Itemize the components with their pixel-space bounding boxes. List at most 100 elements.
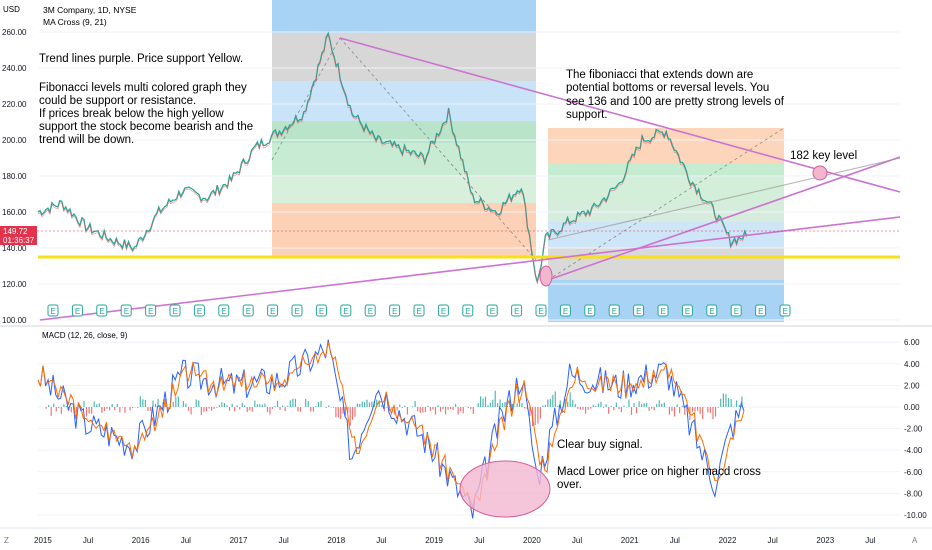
earnings-marker-box[interactable] [96,304,108,317]
macd-histogram-bar [676,404,678,407]
earnings-marker[interactable]: E [633,304,645,317]
earnings-marker-box[interactable] [559,304,571,317]
earnings-marker-box[interactable] [437,304,449,317]
macd-histogram-bar [467,407,469,409]
earnings-marker-box[interactable] [340,304,352,317]
macd-histogram-bar [203,407,205,412]
earnings-marker[interactable]: E [584,304,596,317]
earnings-marker-box[interactable] [657,304,669,317]
earnings-marker-box[interactable] [267,304,279,317]
earnings-marker-box[interactable] [779,304,791,317]
macd-histogram-bar [401,407,403,408]
macd-histogram-bar [356,403,359,407]
earnings-marker-box[interactable] [608,304,620,317]
earnings-marker-box[interactable] [413,304,425,317]
earnings-marker[interactable]: E [47,304,59,317]
macd-histogram-bar [501,403,504,407]
macd-histogram-bar [193,407,195,408]
macd-histogram-bar [106,407,108,409]
macd-histogram-bar [399,404,401,407]
earnings-marker[interactable]: E [193,304,205,317]
earnings-marker[interactable]: E [291,304,303,317]
earnings-marker-box[interactable] [462,304,474,317]
macd-label[interactable]: MACD (12, 26, close, 9) [42,331,128,340]
macd-tick-label: -6.00 [904,468,923,477]
earnings-marker[interactable]: E [559,304,571,317]
earnings-marker-box[interactable] [242,304,254,317]
macd-histogram-bar [187,407,190,411]
earnings-marker-box[interactable] [120,304,132,317]
fib-diagonal-left-2 [339,37,537,261]
earnings-marker[interactable]: E [511,304,523,317]
macd-histogram-bar [137,407,139,408]
earnings-marker-label: E [490,307,495,316]
earnings-marker[interactable]: E [96,304,108,317]
macd-histogram-bar [177,396,179,407]
earnings-marker-box[interactable] [584,304,596,317]
earnings-marker-label: E [587,307,592,316]
time-axis[interactable]: 2015 Jul 2016 Jul 2017 Jul 2018 Jul 2019 Jul 2020 J… [34,536,876,545]
earnings-marker[interactable]: E [730,304,742,317]
fib-down-note-line: support. [566,109,608,121]
earnings-marker-box[interactable] [681,304,693,317]
auto-scale-button[interactable]: A [912,536,918,545]
earnings-marker[interactable]: E [681,304,693,317]
time-tick-label: 2018 [327,536,345,545]
trend-line-upper [339,37,901,193]
earnings-marker[interactable]: E [462,304,474,317]
earnings-marker[interactable]: E [315,304,327,317]
earnings-marker-box[interactable] [755,304,767,317]
earnings-marker[interactable]: E [267,304,279,317]
earnings-marker[interactable]: E [608,304,620,317]
earnings-marker-box[interactable] [145,304,157,317]
earnings-marker[interactable]: E [779,304,791,317]
earnings-marker-box[interactable] [486,304,498,317]
key-level-marker [812,165,828,181]
earnings-marker-box[interactable] [47,304,59,317]
earnings-marker[interactable]: E [413,304,425,317]
earnings-marker[interactable]: E [486,304,498,317]
macd-histogram-bar [256,404,258,407]
earnings-marker[interactable]: E [437,304,449,317]
earnings-marker[interactable]: E [535,304,547,317]
earnings-marker[interactable]: E [340,304,352,317]
macd-histogram-bar [590,407,592,409]
trend-line-lower [39,216,901,321]
earnings-marker-box[interactable] [706,304,718,317]
earnings-marker[interactable]: E [169,304,181,317]
macd-histogram-bar [289,400,291,407]
earnings-marker[interactable]: E [755,304,767,317]
earnings-marker[interactable]: E [389,304,401,317]
earnings-marker[interactable]: E [364,304,376,317]
earnings-marker[interactable]: E [120,304,132,317]
earnings-marker-box[interactable] [633,304,645,317]
earnings-marker-label: E [783,307,788,316]
earnings-marker[interactable]: E [145,304,157,317]
earnings-marker-box[interactable] [291,304,303,317]
earnings-marker[interactable]: E [71,304,83,317]
earnings-marker[interactable]: E [657,304,669,317]
earnings-marker-box[interactable] [535,304,547,317]
earnings-marker-box[interactable] [364,304,376,317]
earnings-marker-box[interactable] [389,304,401,317]
earnings-marker-box[interactable] [169,304,181,317]
earnings-marker[interactable]: E [218,304,230,317]
earnings-marker-box[interactable] [511,304,523,317]
macd-histogram-bar [613,407,615,411]
chart-title[interactable]: 3M Company, 1D, NYSE [43,5,137,15]
ma-cross-label[interactable]: MA Cross (9, 21) [43,17,107,27]
earnings-marker-box[interactable] [730,304,742,317]
fib-note-line: Fibonacci levels multi colored graph the… [39,82,247,94]
earnings-marker-box[interactable] [315,304,327,317]
macd-histogram-bar [484,396,487,407]
earnings-marker[interactable]: E [242,304,254,317]
macd-histogram-bar [386,407,388,408]
macd-histogram-bar [691,407,694,412]
timezone-button[interactable]: Z [4,536,9,545]
earnings-marker-box[interactable] [218,304,230,317]
earnings-marker-box[interactable] [71,304,83,317]
earnings-marker[interactable]: E [706,304,718,317]
earnings-marker-box[interactable] [193,304,205,317]
